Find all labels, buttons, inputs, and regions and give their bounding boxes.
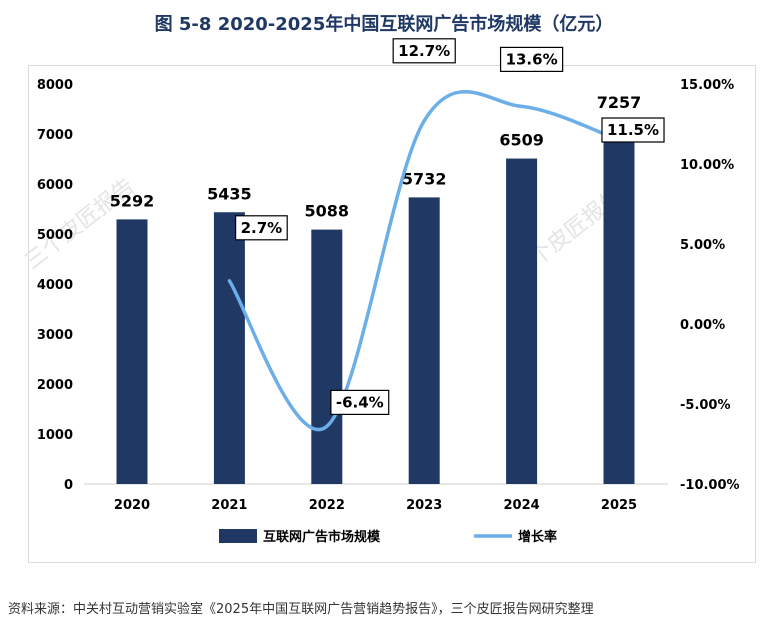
bar-value-label: 5435 [207, 184, 252, 203]
rate-label: 13.6% [499, 46, 564, 73]
left-axis: 0 1000 2000 3000 4000 5000 6000 7000 8000 [37, 78, 73, 493]
rate-label-box [499, 46, 564, 73]
rate-label: 2.7% [234, 215, 288, 241]
bar [408, 197, 440, 484]
chart-title: 图 5-8 2020-2025年中国互联网广告市场规模（亿元） [154, 14, 614, 35]
x-tick-label: 2023 [406, 498, 442, 513]
rate-label-text: 13.6% [506, 50, 558, 68]
bar [311, 229, 343, 484]
y-left-tick-label: 5000 [37, 228, 73, 243]
rate-label-text: 11.5% [607, 121, 659, 139]
bar-value-label: 5732 [402, 169, 447, 188]
y-right-tick-label: 10.00% [680, 158, 734, 173]
rate-label: 11.5% [601, 117, 665, 143]
y-left-tick-label: 2000 [37, 378, 73, 393]
rate-label: 12.7% [392, 38, 456, 64]
rate-line-series [227, 89, 621, 432]
legend: 互联网广告市场规模 增长率 [219, 529, 557, 545]
legend-bar-label: 互联网广告市场规模 [263, 529, 381, 545]
bar [213, 212, 245, 484]
x-axis: 2020 2021 2022 2023 2024 2025 [84, 483, 668, 513]
legend-line-label: 增长率 [518, 529, 557, 545]
y-left-tick-label: 6000 [37, 178, 73, 193]
rate-label-box [234, 215, 288, 241]
bar-value-label: 7257 [597, 93, 642, 112]
bar [506, 158, 538, 485]
right-axis: -10.00% -5.00% 0.00% 5.00% 10.00% 15.00% [680, 78, 740, 493]
legend-bar-swatch [219, 529, 257, 543]
y-right-tick-label: 5.00% [680, 238, 725, 253]
source-note: 资料来源：中关村互动营销实验室《2025年中国互联网广告营销趋势报告》，三个皮匠… [8, 602, 594, 617]
rate-label-text: 2.7% [241, 219, 283, 237]
y-left-tick-label: 0 [64, 478, 73, 493]
y-left-tick-label: 1000 [37, 428, 73, 443]
x-tick-label: 2024 [504, 498, 540, 513]
chart: 三个皮匠报告 三个皮匠报告 01000200030004000500060007… [20, 38, 740, 545]
y-right-tick-label: -5.00% [680, 398, 731, 413]
bar-series [116, 121, 635, 485]
rate-label-text: -6.4% [336, 393, 384, 411]
y-right-tick-label: 0.00% [680, 318, 725, 333]
x-tick-label: 2021 [211, 498, 247, 513]
chart-frame [28, 65, 756, 563]
y-right-tick-label: 15.00% [680, 78, 734, 93]
bar-value-label: 6509 [499, 131, 544, 150]
x-tick-label: 2025 [601, 498, 637, 513]
y-left-tick-label: 7000 [37, 128, 73, 143]
bar [603, 121, 635, 485]
y-left-tick-label: 8000 [37, 78, 73, 93]
y-right-tick-label: -10.00% [680, 478, 740, 493]
y-left-tick-label: 4000 [37, 278, 73, 293]
rate-label-box [392, 38, 456, 64]
rate-label-box [330, 389, 390, 415]
x-tick-label: 2022 [309, 498, 345, 513]
y-left-tick-label: 3000 [37, 328, 73, 343]
rate-line [227, 89, 621, 432]
rate-label-box [601, 117, 665, 143]
rate-labels: 2.7% -6.4% 12.7% 13.6% 11.5% [234, 38, 665, 415]
x-tick-label: 2020 [114, 498, 150, 513]
bar-value-label: 5088 [305, 202, 350, 221]
rate-label: -6.4% [330, 389, 390, 415]
rate-label-text: 12.7% [398, 42, 450, 60]
bar-labels: 5292 5435 5088 5732 6509 7257 [110, 93, 642, 220]
bar-value-label: 5292 [110, 191, 155, 210]
bar [116, 219, 148, 484]
